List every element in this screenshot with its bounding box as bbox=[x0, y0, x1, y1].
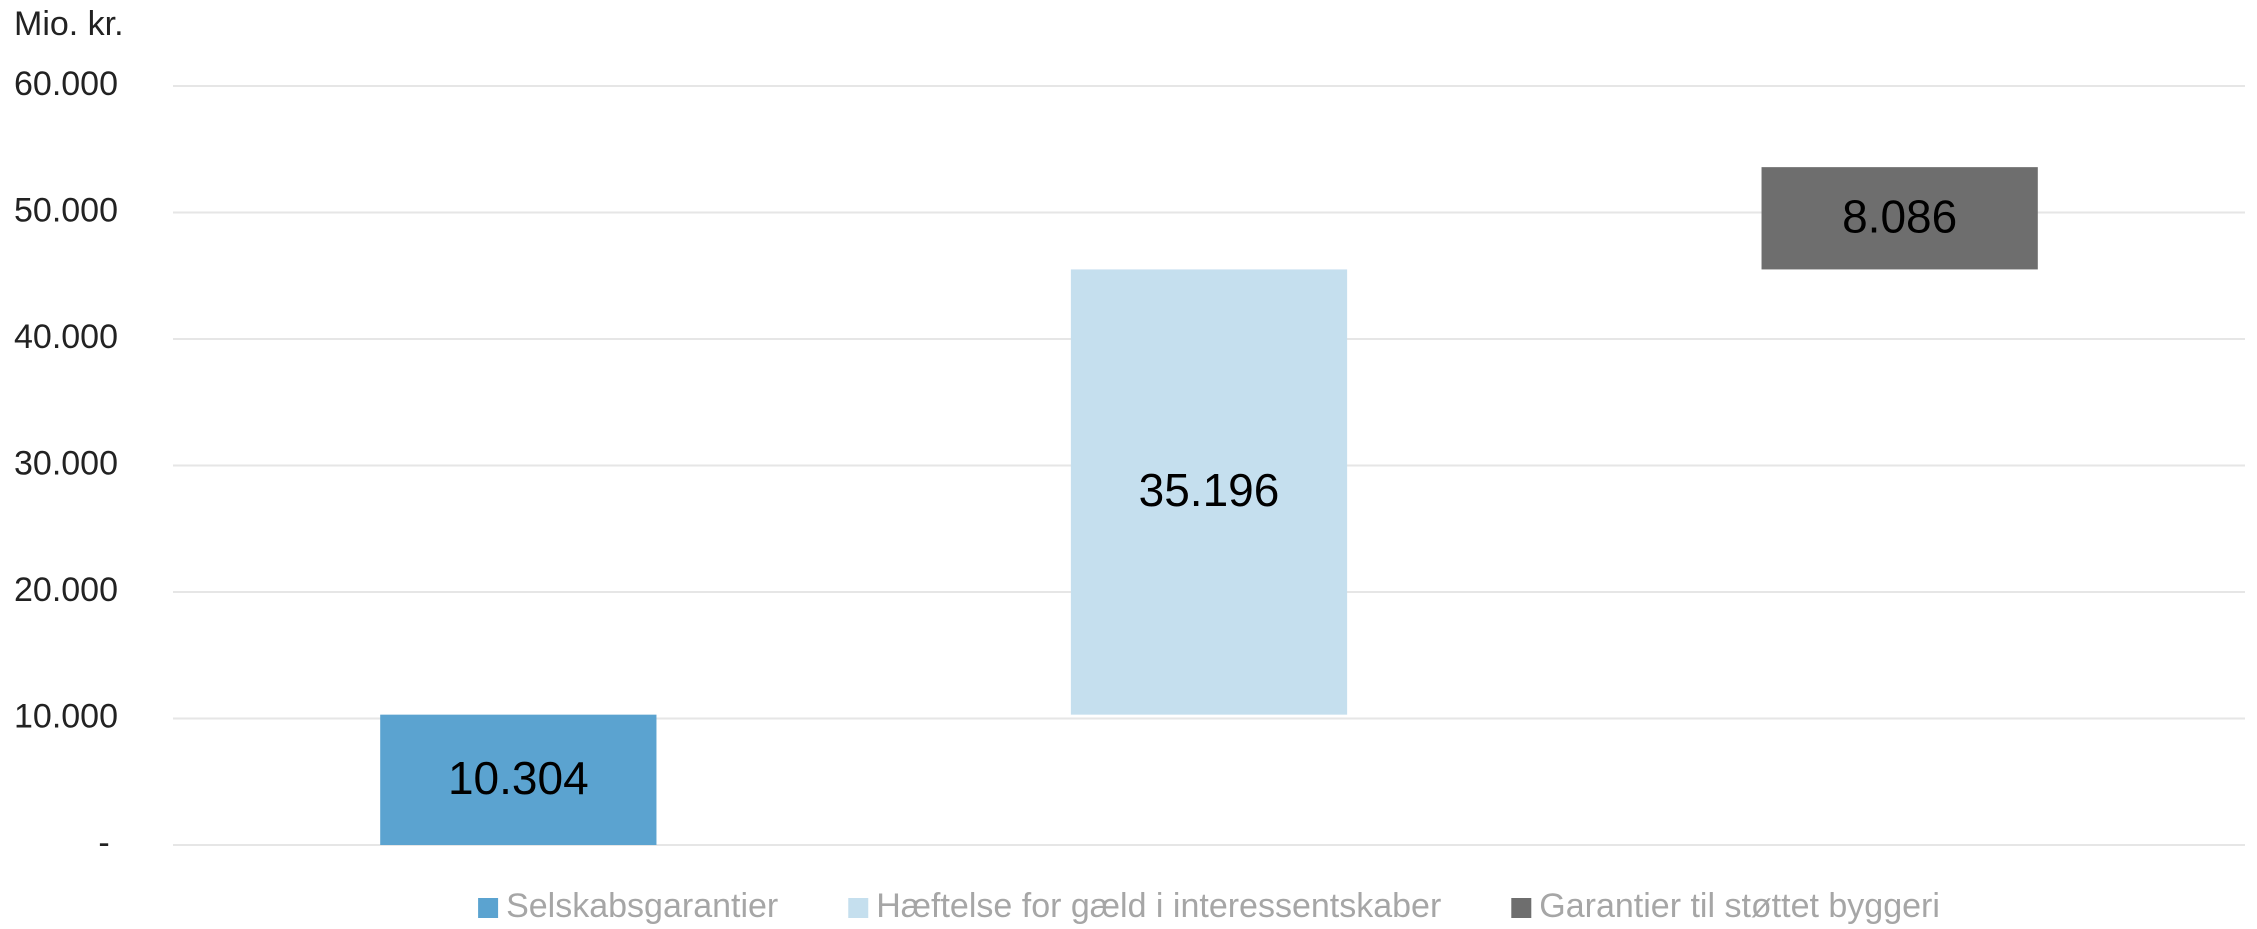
data-label: 35.196 bbox=[1139, 464, 1280, 516]
y-axis-label: Mio. kr. bbox=[14, 5, 124, 43]
data-label: 8.086 bbox=[1842, 190, 1957, 242]
legend-swatch bbox=[478, 898, 499, 918]
y-tick-label: 20.000 bbox=[14, 571, 118, 609]
legend-label: Selskabsgarantier bbox=[506, 887, 778, 925]
y-tick-label: 10.000 bbox=[14, 697, 118, 735]
legend-swatch bbox=[1511, 898, 1532, 918]
legend-label: Hæftelse for gæld i interessentskaber bbox=[876, 887, 1441, 925]
bar bbox=[1761, 167, 2038, 270]
bar bbox=[380, 714, 657, 845]
legend-label: Garantier til støttet byggeri bbox=[1539, 887, 1940, 925]
y-tick-label: 30.000 bbox=[14, 444, 118, 482]
y-tick-label: 40.000 bbox=[14, 318, 118, 356]
data-label: 10.304 bbox=[448, 752, 589, 804]
y-tick-label: - bbox=[98, 824, 109, 862]
legend-swatch bbox=[848, 898, 869, 918]
y-tick-label: 50.000 bbox=[14, 191, 118, 229]
y-tick-label: 60.000 bbox=[14, 65, 118, 103]
bar bbox=[1070, 269, 1348, 715]
